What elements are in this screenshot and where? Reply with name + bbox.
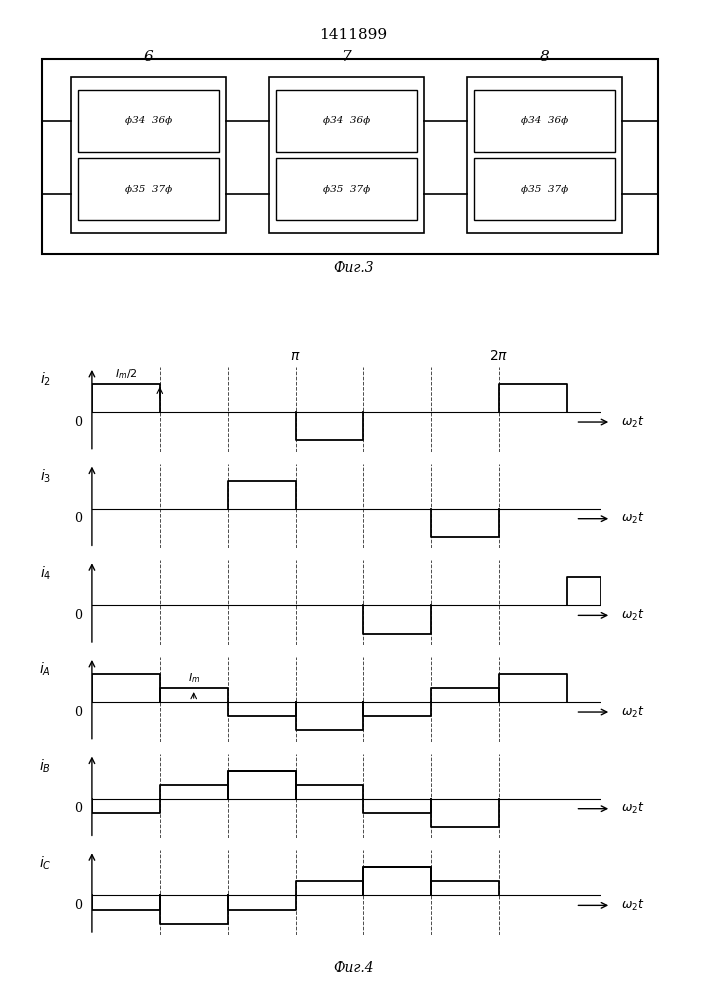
Text: 6: 6 — [144, 50, 153, 64]
Text: $\omega_2 t$: $\omega_2 t$ — [621, 801, 645, 816]
FancyBboxPatch shape — [71, 77, 226, 233]
Text: $\omega_2 t$: $\omega_2 t$ — [621, 704, 645, 720]
Text: $i_B$: $i_B$ — [39, 758, 51, 775]
FancyBboxPatch shape — [78, 90, 219, 152]
Text: 1411899: 1411899 — [320, 28, 387, 42]
Text: 0: 0 — [74, 609, 82, 622]
Text: 0: 0 — [74, 802, 82, 815]
Text: 0: 0 — [74, 512, 82, 525]
Text: $\pi$: $\pi$ — [291, 349, 300, 363]
Text: ϕ34  36ϕ: ϕ34 36ϕ — [125, 116, 172, 125]
Text: ϕ35  37ϕ: ϕ35 37ϕ — [521, 184, 568, 194]
Text: $i_2$: $i_2$ — [40, 371, 51, 388]
Text: $i_4$: $i_4$ — [40, 564, 51, 582]
Text: 0: 0 — [74, 899, 82, 912]
Text: ϕ35  37ϕ: ϕ35 37ϕ — [323, 184, 370, 194]
Text: ϕ35  37ϕ: ϕ35 37ϕ — [125, 184, 172, 194]
Text: $\omega_2 t$: $\omega_2 t$ — [621, 608, 645, 623]
Text: $\omega_2 t$: $\omega_2 t$ — [621, 898, 645, 913]
Text: $2\pi$: $2\pi$ — [489, 349, 509, 363]
FancyBboxPatch shape — [42, 59, 658, 254]
Text: Фиг.3: Фиг.3 — [333, 261, 374, 275]
Text: $I_m$: $I_m$ — [187, 671, 200, 685]
Text: $I_m/2$: $I_m/2$ — [115, 367, 137, 381]
FancyBboxPatch shape — [467, 77, 622, 233]
Text: ϕ34  36ϕ: ϕ34 36ϕ — [323, 116, 370, 125]
Text: $i_C$: $i_C$ — [39, 854, 51, 872]
Text: $\omega_2 t$: $\omega_2 t$ — [621, 414, 645, 430]
FancyBboxPatch shape — [276, 90, 417, 152]
Text: $i_3$: $i_3$ — [40, 468, 51, 485]
FancyBboxPatch shape — [78, 158, 219, 220]
Text: 8: 8 — [539, 50, 549, 64]
Text: $\omega_2 t$: $\omega_2 t$ — [621, 511, 645, 526]
FancyBboxPatch shape — [276, 158, 417, 220]
Text: ϕ34  36ϕ: ϕ34 36ϕ — [521, 116, 568, 125]
Text: Фиг.4: Фиг.4 — [333, 961, 374, 975]
FancyBboxPatch shape — [474, 90, 615, 152]
Text: $i_A$: $i_A$ — [40, 661, 51, 678]
FancyBboxPatch shape — [474, 158, 615, 220]
Text: 0: 0 — [74, 416, 82, 429]
FancyBboxPatch shape — [269, 77, 424, 233]
Text: 0: 0 — [74, 706, 82, 719]
Text: 7: 7 — [341, 50, 351, 64]
